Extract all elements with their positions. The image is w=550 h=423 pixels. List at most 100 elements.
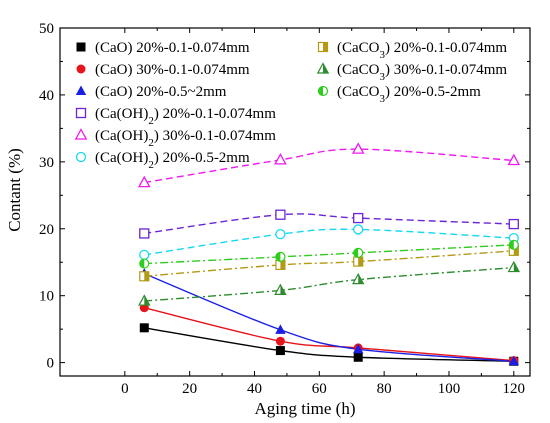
legend-label: (Ca(OH)2) 30%-0.1-0.074mm — [95, 128, 276, 149]
legend-marker — [76, 64, 86, 74]
data-point — [508, 239, 519, 250]
legend-label: (CaO) 20%-0.5~2mm — [95, 84, 227, 100]
data-point — [275, 251, 286, 262]
marker-fill — [280, 260, 285, 270]
marker-shape — [76, 64, 86, 74]
marker-fill — [358, 257, 363, 267]
legend-entry: (CaCO3) 20%-0.5-2mm — [317, 84, 481, 105]
legend-label: (Ca(OH)2) 20%-0.1-0.074mm — [95, 106, 276, 127]
data-point — [139, 228, 150, 239]
data-point — [138, 294, 151, 306]
data-points — [137, 142, 521, 366]
marker-fill — [139, 259, 145, 269]
legend-label: (CaO) 20%-0.1-0.074mm — [95, 40, 250, 56]
fit-curve — [144, 307, 514, 362]
data-point — [508, 218, 519, 230]
marker-fill — [280, 284, 286, 295]
marker-shape — [139, 228, 150, 239]
marker-shape — [75, 151, 87, 163]
legend-label: (Ca(OH)2) 20%-0.5-2mm — [95, 150, 250, 171]
marker-fill — [513, 262, 519, 272]
marker-shape — [75, 107, 87, 119]
legend-marker — [75, 107, 87, 119]
legend-marker — [317, 85, 329, 97]
data-point — [275, 346, 285, 356]
fit-curve — [144, 148, 514, 184]
data-point — [275, 228, 286, 240]
legend-entry: (CaO) 20%-0.5~2mm — [75, 84, 227, 100]
data-point — [274, 283, 287, 295]
legend: (CaO) 20%-0.1-0.074mm (CaO) 30%-0.1-0.074… — [74, 40, 507, 171]
data-point — [137, 175, 151, 188]
x-tick-label: 20 — [182, 381, 197, 397]
marker-fill — [358, 274, 364, 284]
y-tick-label: 20 — [39, 222, 54, 238]
y-axis-label: Contant (%) — [5, 148, 24, 232]
y-tick-label: 0 — [47, 356, 55, 372]
data-point — [275, 336, 285, 346]
marker-fill — [275, 252, 281, 262]
x-tick-label: 80 — [377, 381, 392, 397]
data-point — [507, 260, 521, 273]
fit-curves — [144, 148, 514, 362]
y-tick-label: 10 — [39, 289, 54, 305]
marker-shape — [353, 352, 363, 362]
data-point — [353, 343, 364, 354]
marker-fill — [509, 240, 514, 250]
marker-fill — [144, 271, 149, 281]
data-point — [139, 249, 150, 261]
legend-entry: (CaCO3) 30%-0.1-0.074mm — [316, 62, 507, 83]
marker-shape — [137, 175, 151, 188]
legend-label: (CaCO3) 20%-0.5-2mm — [337, 84, 481, 105]
legend-marker — [316, 62, 330, 74]
marker-fill — [323, 42, 328, 52]
legend-marker — [75, 151, 87, 163]
marker-shape — [507, 153, 521, 166]
plot-frame — [59, 27, 531, 377]
marker-shape — [274, 152, 287, 165]
data-point — [353, 212, 364, 224]
marker-shape — [74, 128, 88, 140]
x-tick-label: 60 — [312, 381, 327, 397]
marker-shape — [75, 85, 87, 95]
data-point — [139, 323, 149, 333]
legend-label: (CaCO3) 30%-0.1-0.074mm — [337, 62, 507, 83]
data-point — [351, 142, 365, 154]
x-tick-label: 40 — [247, 381, 262, 397]
data-point — [275, 324, 286, 334]
data-point — [353, 247, 364, 258]
marker-shape — [275, 336, 285, 346]
data-point — [139, 258, 150, 269]
legend-entry: (CaCO3) 20%-0.1-0.074mm — [317, 40, 507, 61]
x-axis-label: Aging time (h) — [254, 399, 355, 418]
fit-curve — [144, 244, 514, 265]
marker-shape — [275, 228, 286, 240]
x-tick-label: 100 — [438, 381, 461, 397]
data-point — [353, 224, 364, 235]
marker-shape — [353, 224, 364, 235]
legend-label: (CaO) 30%-0.1-0.074mm — [95, 62, 250, 78]
fit-curve — [144, 266, 514, 302]
fit-curve — [144, 250, 514, 277]
marker-fill — [318, 86, 323, 96]
legend-entry: (CaO) 20%-0.1-0.074mm — [76, 40, 250, 56]
marker-shape — [508, 355, 519, 366]
data-point — [351, 272, 365, 285]
marker-shape — [508, 218, 519, 230]
marker-shape — [139, 249, 150, 261]
legend-marker — [76, 42, 86, 52]
fit-curve — [144, 272, 514, 362]
data-point — [275, 209, 286, 220]
y-tick-label: 50 — [39, 21, 54, 37]
data-point — [274, 152, 287, 165]
data-point — [508, 355, 519, 366]
marker-shape — [353, 343, 364, 354]
marker-fill — [513, 246, 519, 256]
legend-entry: (CaO) 30%-0.1-0.074mm — [76, 62, 250, 78]
marker-shape — [275, 209, 286, 220]
marker-shape — [76, 42, 86, 52]
legend-entry: (Ca(OH)2) 20%-0.5-2mm — [75, 150, 250, 171]
legend-marker — [317, 41, 329, 53]
data-point — [139, 271, 150, 282]
